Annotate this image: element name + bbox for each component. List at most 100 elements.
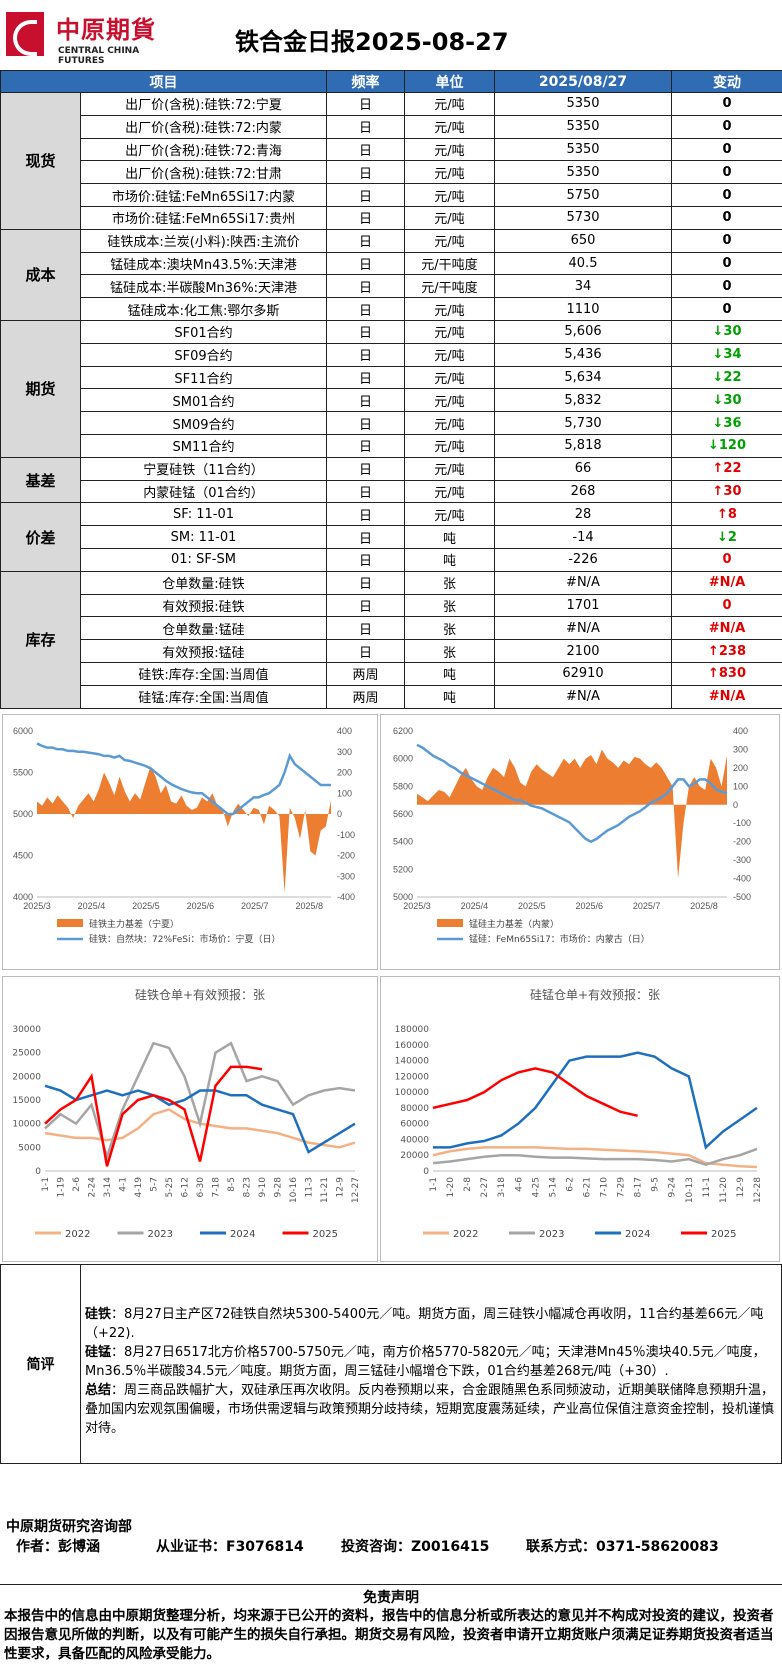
- item-cell: 出厂价(含税):硅铁:72:宁夏: [80, 92, 327, 116]
- change-cell: 0: [671, 114, 782, 139]
- col-header-unit: 单位: [404, 70, 495, 93]
- price-line-series: [416, 743, 728, 844]
- x-tick-label: 12-27: [351, 1177, 361, 1203]
- x-tick-label: 2025/3: [23, 901, 51, 911]
- commentary-label: 简评: [1, 1265, 81, 1463]
- item-cell: 仓单数量:硅铁: [80, 570, 327, 595]
- y-right-tick-label: 0: [733, 800, 738, 810]
- y-tick-label: 20000: [400, 1151, 429, 1161]
- change-cell: 0: [671, 547, 782, 572]
- table-row: 出厂价(含税):硅铁:72:青海日元/吨 5350 0: [1, 137, 782, 162]
- table-row: 市场价:硅锰:FeMn65Si17:贵州日元/吨 5730 0: [1, 205, 782, 230]
- disclaimer-text: 本报告中的信息由中原期货整理分析，均来源于已公开的资料，报告中的信息分析或所表达…: [4, 1608, 774, 1662]
- y-left-tick-label: 5000: [393, 892, 413, 902]
- table-row: SF09合约日元/吨 5,436 ↓34: [1, 342, 782, 367]
- y-right-tick-label: -100: [337, 830, 355, 840]
- disclaimer: 免责声明 本报告中的信息由中原期货整理分析，均来源于已公开的资料，报告中的信息分…: [0, 1584, 782, 1664]
- x-tick-label: 9-5: [651, 1177, 661, 1192]
- change-cell: ↓22: [671, 365, 782, 390]
- table-row: 成本 硅铁成本:兰炭(小料):陕西:主流价日元/吨 650 0: [0, 228, 782, 321]
- change-cell: 0: [671, 205, 782, 230]
- series-line-2022: [432, 1146, 758, 1169]
- y-right-tick-label: -200: [337, 851, 355, 861]
- y-right-tick-label: -200: [733, 837, 751, 847]
- value-cell: 5350: [494, 92, 672, 116]
- value-cell: 5350: [494, 114, 672, 139]
- series-line-2025: [44, 1065, 263, 1167]
- x-tick-label: 11-3: [305, 1177, 315, 1197]
- value-cell: 28: [494, 502, 672, 527]
- legend-label-price: 锰硅：FeMn65Si17：市场价：内蒙古（日）: [469, 933, 650, 945]
- freq-cell: 日: [326, 92, 405, 116]
- change-cell: 0: [671, 228, 782, 253]
- item-cell: SM: 11-01: [80, 525, 327, 549]
- table-row: SM09合约日元/吨 5,730 ↓36: [1, 411, 782, 435]
- unit-cell: 吨: [404, 547, 495, 572]
- change-cell: 0: [671, 297, 782, 321]
- table-row: 市场价:硅锰:FeMn65Si17:内蒙日元/吨 5750 0: [1, 183, 782, 207]
- freq-cell: 日: [326, 319, 405, 344]
- series-line-2024: [433, 1051, 758, 1150]
- x-tick-label: 6-30: [196, 1177, 206, 1198]
- value-cell: 5,730: [494, 411, 672, 435]
- item-cell: 市场价:硅锰:FeMn65Si17:贵州: [80, 205, 327, 230]
- x-tick-label: 11-1: [702, 1177, 712, 1197]
- unit-cell: 元/吨: [404, 160, 495, 185]
- value-cell: #N/A: [494, 616, 672, 641]
- x-tick-label: 7-10: [600, 1177, 610, 1198]
- y-tick-label: 10000: [12, 1120, 41, 1130]
- item-cell: 市场价:硅锰:FeMn65Si17:内蒙: [80, 183, 327, 207]
- item-cell: SF01合约: [80, 319, 327, 344]
- unit-cell: 元/干吨度: [404, 251, 495, 276]
- unit-cell: 元/吨: [404, 92, 495, 116]
- unit-cell: 元/吨: [404, 433, 495, 458]
- col-header-item: 项目: [0, 70, 327, 93]
- contact-phone: 联系方式：0371-58620083: [526, 1539, 719, 1555]
- disclaimer-title: 免责声明: [363, 1590, 419, 1606]
- legend-label-price: 硅铁：自然块：72%FeSi：市场价：宁夏（日）: [89, 933, 280, 945]
- series-line-2024: [44, 1084, 356, 1154]
- unit-cell: 元/吨: [404, 456, 495, 481]
- legend-label-2022: 2022: [65, 1229, 90, 1240]
- x-tick-label: 2025/4: [78, 901, 106, 911]
- item-cell: 锰硅成本:澳块Mn43.5%:天津港: [80, 251, 327, 276]
- item-cell: 硅锰:库存:全国:当周值: [80, 684, 327, 709]
- y-right-tick-label: 300: [733, 744, 748, 754]
- x-tick-label: 2-27: [480, 1177, 490, 1197]
- item-cell: SF09合约: [80, 342, 327, 367]
- x-tick-label: 9-28: [274, 1177, 284, 1198]
- x-tick-label: 3-18: [497, 1177, 507, 1198]
- item-cell: 仓单数量:锰硅: [80, 616, 327, 641]
- y-left-tick-label: 5500: [13, 768, 33, 778]
- y-right-tick-label: 0: [337, 809, 342, 819]
- y-tick-label: 140000: [395, 1057, 430, 1067]
- research-dept: 中原期货研究咨询部: [6, 1519, 132, 1535]
- value-cell: 5750: [494, 183, 672, 207]
- category-cell: 库存: [0, 570, 81, 709]
- change-cell: ↓30: [671, 319, 782, 344]
- y-right-tick-label: 400: [733, 726, 748, 736]
- value-cell: 62910: [494, 661, 672, 686]
- x-tick-label: 2025/6: [575, 901, 603, 911]
- unit-cell: 张: [404, 616, 495, 641]
- item-cell: SF11合约: [80, 365, 327, 390]
- x-tick-label: 8-23: [243, 1177, 253, 1197]
- x-tick-label: 7-18: [212, 1177, 222, 1198]
- x-tick-label: 6-12: [181, 1177, 191, 1197]
- table-row: 有效预报:硅铁日张 1701 0: [1, 593, 782, 618]
- value-cell: 66: [494, 456, 672, 481]
- item-cell: SF: 11-01: [80, 502, 327, 527]
- freq-cell: 日: [326, 525, 405, 549]
- legend-label-2025: 2025: [711, 1229, 736, 1240]
- table-header-row: 项目 频率 单位 2025/08/27 变动: [0, 70, 782, 93]
- unit-cell: 张: [404, 593, 495, 618]
- freq-cell: 日: [326, 411, 405, 435]
- change-cell: ↑30: [671, 479, 782, 504]
- col-header-freq: 频率: [326, 70, 405, 93]
- value-cell: -14: [494, 525, 672, 549]
- y-left-tick-label: 4000: [13, 892, 33, 902]
- chart-sf-warrants: 硅铁仓单+有效预报：张 30000 25000 20000 15000 10000 5000…: [2, 976, 378, 1262]
- certificate: 从业证书：F3076814: [156, 1539, 304, 1555]
- report-header: 中原期貨 CENTRAL CHINA FUTURES 铁合金日报2025-08-…: [0, 0, 782, 70]
- series-line-2022: [44, 1108, 356, 1149]
